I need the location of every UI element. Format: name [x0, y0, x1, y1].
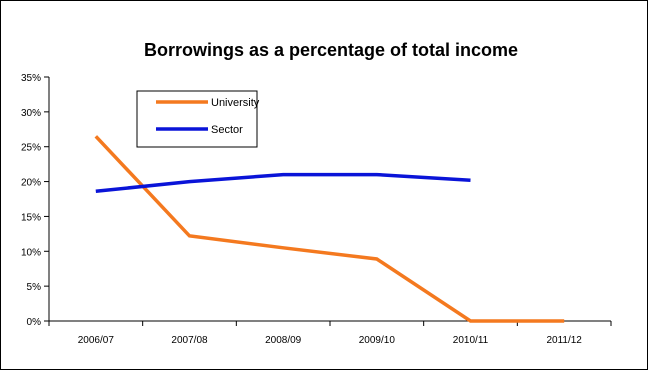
y-tick-label: 15%	[21, 212, 41, 223]
x-tick-label: 2007/08	[171, 335, 208, 346]
x-tick-label: 2009/10	[359, 335, 396, 346]
x-tick-label: 2006/07	[78, 335, 115, 346]
y-tick-label: 10%	[21, 247, 41, 258]
chart-title: Borrowings as a percentage of total inco…	[144, 40, 518, 60]
legend-label-sector: Sector	[211, 124, 243, 136]
x-tick-label: 2011/12	[546, 335, 582, 346]
legend-label-university: University	[211, 97, 260, 109]
series-layer	[94, 135, 565, 323]
series-line-sector	[95, 172, 471, 194]
axes: 0% 5% 10% 15% 20% 25% 30% 35% 2006/07 2007/08 2008…	[21, 73, 612, 346]
series-line-university	[94, 135, 565, 323]
x-tick-label: 2008/09	[265, 335, 302, 346]
y-tick-label: 0%	[27, 317, 42, 328]
y-tick-label: 35%	[21, 73, 41, 84]
x-tick-label: 2010/11	[453, 335, 489, 346]
legend: University Sector	[136, 90, 260, 148]
y-tick-label: 25%	[21, 143, 41, 154]
y-tick-label: 5%	[27, 282, 42, 293]
y-tick-label: 30%	[21, 108, 41, 119]
y-tick-label: 20%	[21, 178, 41, 189]
